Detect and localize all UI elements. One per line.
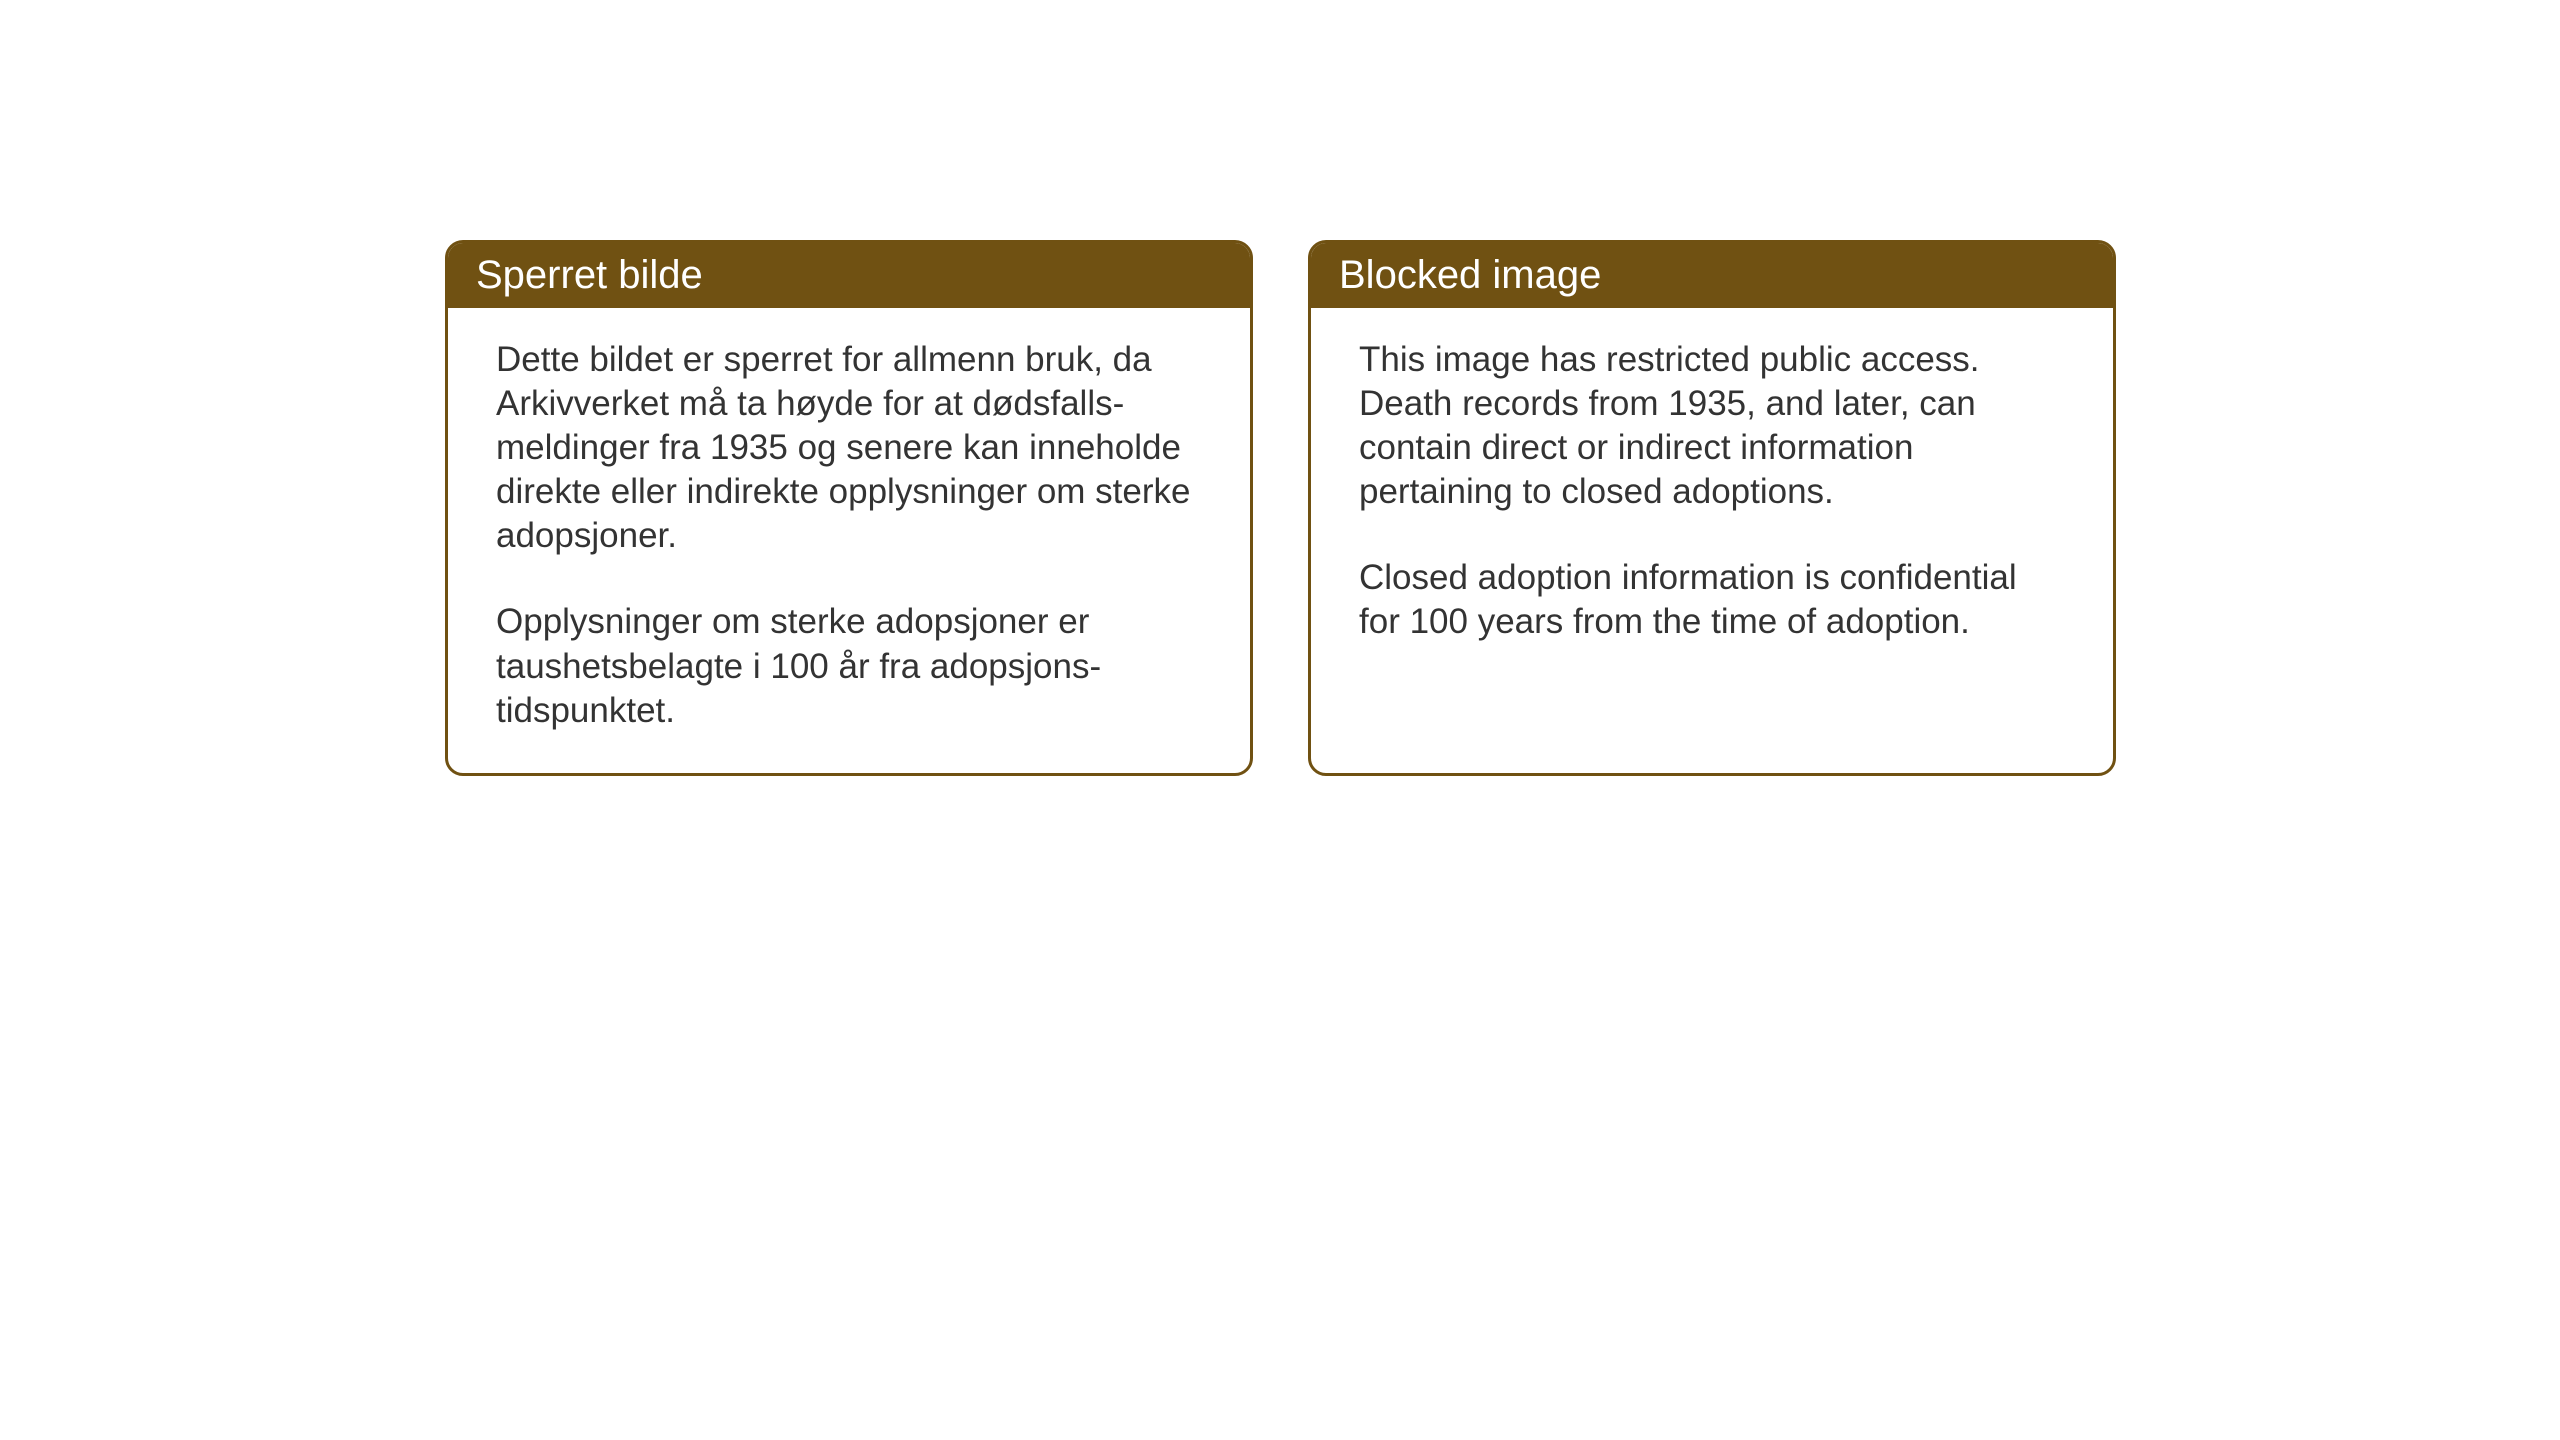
notice-paragraph-2-norwegian: Opplysninger om sterke adopsjoner er tau… [496,600,1202,732]
notices-container: Sperret bilde Dette bildet er sperret fo… [445,240,2116,776]
notice-paragraph-1-english: This image has restricted public access.… [1359,338,2065,514]
notice-paragraph-2-english: Closed adoption information is confident… [1359,556,2065,644]
notice-box-english: Blocked image This image has restricted … [1308,240,2116,776]
notice-body-english: This image has restricted public access.… [1311,308,2113,685]
notice-title-norwegian: Sperret bilde [476,253,703,297]
notice-box-norwegian: Sperret bilde Dette bildet er sperret fo… [445,240,1253,776]
notice-title-english: Blocked image [1339,253,1601,297]
notice-body-norwegian: Dette bildet er sperret for allmenn bruk… [448,308,1250,773]
notice-paragraph-1-norwegian: Dette bildet er sperret for allmenn bruk… [496,338,1202,558]
notice-header-english: Blocked image [1311,243,2113,308]
notice-header-norwegian: Sperret bilde [448,243,1250,308]
